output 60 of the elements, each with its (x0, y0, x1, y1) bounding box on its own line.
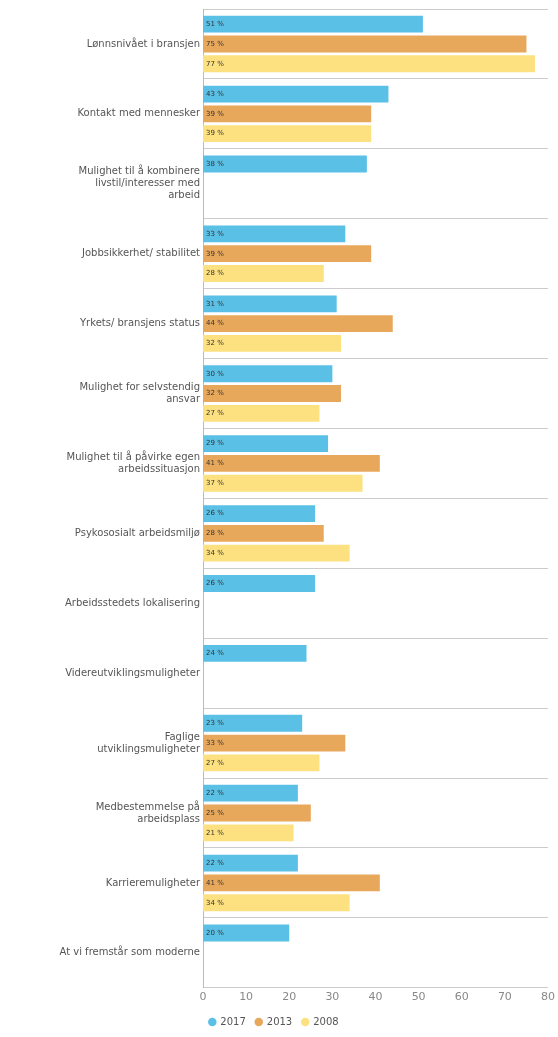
bar (203, 315, 393, 333)
bar (203, 874, 380, 892)
bar (203, 754, 320, 772)
x-tick-label: 30 (325, 990, 340, 1004)
bar (203, 125, 372, 143)
bar (203, 714, 303, 732)
x-tick-label: 50 (411, 990, 426, 1004)
y-tick-label: Kontakt med mennesker (77, 107, 201, 119)
legend-label: 2013 (266, 1015, 293, 1027)
bar (203, 35, 527, 53)
bar (203, 924, 290, 942)
bar (203, 85, 389, 103)
y-tick-label: Karrieremuligheter (105, 876, 201, 888)
x-tick-label: 10 (239, 990, 254, 1004)
y-tick-label: Mulighet til å påvirke egen arbeidssituasjon (66, 450, 200, 475)
bar (203, 225, 346, 243)
bar (203, 524, 324, 542)
y-tick-label: Psykososialt arbeidsmiljø (74, 526, 200, 538)
bar (203, 295, 337, 313)
y-tick-label: Mulighet til å kombinere livstil/interesser med arbeid (78, 164, 200, 201)
bar (203, 455, 380, 472)
x-tick-label: 70 (497, 990, 512, 1004)
bar (203, 644, 307, 662)
bar (203, 15, 423, 33)
bar (203, 435, 329, 453)
bar (203, 854, 298, 872)
legend-label: 2008 (313, 1015, 339, 1027)
x-tick-label: 0 (199, 990, 207, 1004)
bar (203, 335, 341, 352)
y-tick-label: Videreutviklingsmuligheter (65, 666, 201, 678)
bar (203, 105, 372, 123)
x-tick-label: 60 (454, 990, 469, 1004)
bar (203, 245, 372, 263)
bar (203, 155, 367, 173)
bar (203, 505, 316, 522)
bar (203, 824, 294, 842)
x-tick-label: 80 (541, 990, 555, 1004)
legend-label: 2017 (220, 1015, 246, 1027)
bar (203, 404, 320, 422)
y-tick-label: Lønnsnivået i bransjen (86, 36, 200, 49)
bar (203, 55, 536, 73)
bar (203, 385, 341, 402)
y-tick-label: Arbeidsstedets lokalisering (64, 596, 200, 608)
bar (203, 894, 350, 912)
x-tick-label: 40 (368, 990, 383, 1004)
y-tick-label: Yrkets/ bransjens status (78, 317, 200, 329)
y-tick-label: Faglige utviklingsmuligheter (97, 730, 201, 754)
bar (203, 544, 350, 562)
y-tick-label: Medbestemmelse på arbeidsplass (95, 799, 200, 824)
bar (203, 804, 311, 822)
y-tick-label: Jobbsikkerhet/ stabilitet (81, 247, 201, 259)
y-tick-label: At vi fremstår som moderne (59, 945, 200, 958)
y-tick-label: Mulighet for selvstendig ansvar (79, 381, 201, 405)
bar (203, 474, 363, 492)
bar (203, 365, 333, 383)
bar (203, 265, 324, 282)
bar (203, 734, 346, 752)
x-tick-label: 20 (282, 990, 297, 1004)
bar (203, 575, 316, 592)
bar (203, 784, 298, 802)
